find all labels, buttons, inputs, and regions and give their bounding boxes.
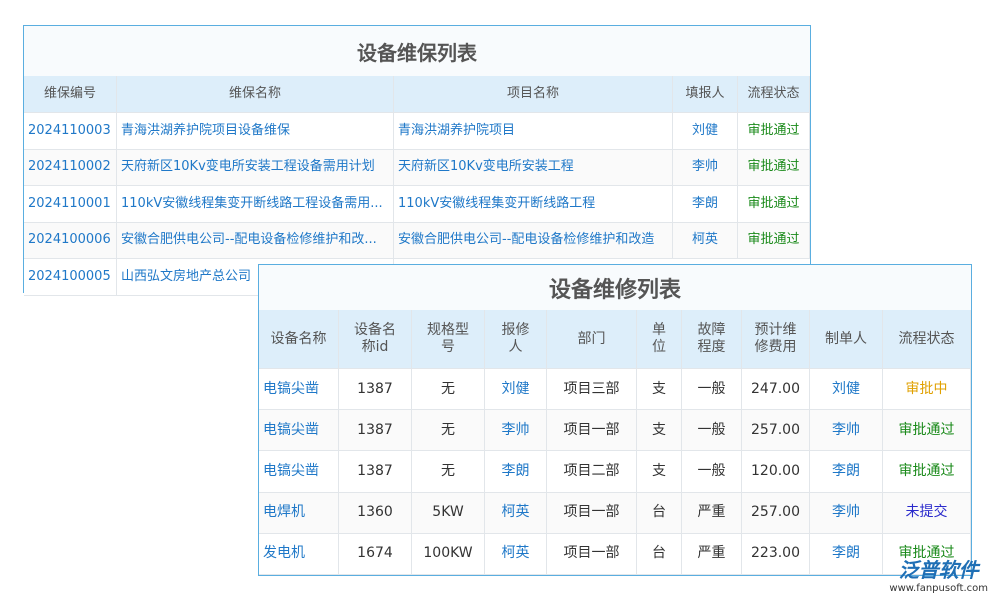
table-cell[interactable]: 110kV安徽线程集变开断线路工程设备需用...: [117, 186, 394, 223]
table-cell: 刘健: [810, 369, 883, 411]
table-cell[interactable]: 2024110002: [24, 149, 117, 186]
table-cell: 刘健: [485, 369, 547, 411]
status-cell: 审批通过: [738, 222, 810, 259]
table-cell: 100KW: [412, 533, 485, 575]
table-cell: 严重: [682, 492, 742, 534]
table-cell: 支: [637, 369, 682, 411]
table-cell: 257.00: [742, 410, 810, 452]
table-cell[interactable]: 电镐尖凿: [259, 451, 339, 493]
table-cell: 项目二部: [547, 451, 637, 493]
column-header: 单 位: [637, 310, 682, 369]
table-title: 设备维保列表: [24, 26, 810, 77]
status-cell: 审批通过: [738, 149, 810, 186]
table-cell: 一般: [682, 451, 742, 493]
table-cell: 无: [412, 451, 485, 493]
table-cell: 项目一部: [547, 492, 637, 534]
logo-name: 泛普软件: [898, 558, 979, 582]
table-cell: 1387: [339, 369, 412, 411]
table-cell[interactable]: 青海洪湖养护院项目设备维保: [117, 113, 394, 150]
table-cell: 李帅: [673, 149, 738, 186]
status-cell: 审批通过: [883, 410, 971, 452]
table-cell[interactable]: 发电机: [259, 533, 339, 575]
table-cell: 李帅: [485, 410, 547, 452]
column-header: 设备名称: [259, 310, 339, 369]
column-header: 报修 人: [485, 310, 547, 369]
column-header: 制单人: [810, 310, 883, 369]
table-cell: 1387: [339, 451, 412, 493]
table-cell: 李朗: [673, 186, 738, 223]
table-cell: 支: [637, 451, 682, 493]
table-cell[interactable]: 2024110003: [24, 113, 117, 150]
table-cell: 1360: [339, 492, 412, 534]
table-cell: 柯英: [673, 222, 738, 259]
table-cell[interactable]: 110kV安徽线程集变开断线路工程: [394, 186, 673, 223]
table-cell: 台: [637, 533, 682, 575]
column-header: 设备名 称id: [339, 310, 412, 369]
table-cell[interactable]: 安徽合肥供电公司--配电设备检修维护和改造: [394, 222, 673, 259]
table-cell: 一般: [682, 369, 742, 411]
table-cell: 项目一部: [547, 533, 637, 575]
column-header: 填报人: [673, 76, 738, 113]
column-header: 维保编号: [24, 76, 117, 113]
status-cell: 审批中: [883, 369, 971, 411]
table-cell[interactable]: 2024110001: [24, 186, 117, 223]
table-cell: 李帅: [810, 410, 883, 452]
table-cell: 支: [637, 410, 682, 452]
column-header: 故障 程度: [682, 310, 742, 369]
table-cell[interactable]: 电焊机: [259, 492, 339, 534]
table-cell: 刘健: [673, 113, 738, 150]
table-cell: 柯英: [485, 533, 547, 575]
table-cell[interactable]: 青海洪湖养护院项目: [394, 113, 673, 150]
table-cell: 李朗: [810, 533, 883, 575]
table-cell[interactable]: 安徽合肥供电公司--配电设备检修维护和改...: [117, 222, 394, 259]
table-cell: 120.00: [742, 451, 810, 493]
column-header: 项目名称: [394, 76, 673, 113]
table-cell: 李朗: [810, 451, 883, 493]
repair-table: 设备维修列表 设备名称 设备名 称id 规格型 号报修 人部门单 位故障 程度 预计维 …: [258, 264, 972, 576]
table-cell: 严重: [682, 533, 742, 575]
table-cell: 台: [637, 492, 682, 534]
column-header: 部门: [547, 310, 637, 369]
status-cell: 审批通过: [883, 451, 971, 493]
table-cell: 223.00: [742, 533, 810, 575]
status-cell: 审批通过: [738, 113, 810, 150]
column-header: 预计维 修费用: [742, 310, 810, 369]
column-header: 维保名称: [117, 76, 394, 113]
table-cell: 李帅: [810, 492, 883, 534]
table-cell: 257.00: [742, 492, 810, 534]
logo-url: www.fanpusoft.com: [889, 583, 988, 594]
table-cell: 项目一部: [547, 410, 637, 452]
table-cell: 项目三部: [547, 369, 637, 411]
table-cell[interactable]: 天府新区10Kv变电所安装工程: [394, 149, 673, 186]
table-cell: 247.00: [742, 369, 810, 411]
table-cell: 李朗: [485, 451, 547, 493]
logo: 泛普软件 www.fanpusoft.com: [889, 554, 988, 594]
table-cell: 1674: [339, 533, 412, 575]
status-cell: 未提交: [883, 492, 971, 534]
table-cell: 1387: [339, 410, 412, 452]
table-cell[interactable]: 2024100005: [24, 259, 117, 296]
column-header: 流程状态: [883, 310, 971, 369]
table-title: 设备维修列表: [259, 265, 971, 311]
maintenance-table: 设备维保列表 维保编号 维保名称 项目名称 填报人 流程状态 2024110003 青海洪湖养…: [23, 25, 811, 296]
table-cell[interactable]: 2024100006: [24, 222, 117, 259]
table-cell: 一般: [682, 410, 742, 452]
table-cell[interactable]: 电镐尖凿: [259, 369, 339, 411]
table-cell[interactable]: 天府新区10Kv变电所安装工程设备需用计划: [117, 149, 394, 186]
table-cell[interactable]: 电镐尖凿: [259, 410, 339, 452]
table-cell: 无: [412, 369, 485, 411]
status-cell: 审批通过: [883, 533, 971, 575]
table-cell: 5KW: [412, 492, 485, 534]
status-cell: 审批通过: [738, 186, 810, 223]
table-cell: 无: [412, 410, 485, 452]
table-cell: 柯英: [485, 492, 547, 534]
column-header: 规格型 号: [412, 310, 485, 369]
column-header: 流程状态: [738, 76, 810, 113]
